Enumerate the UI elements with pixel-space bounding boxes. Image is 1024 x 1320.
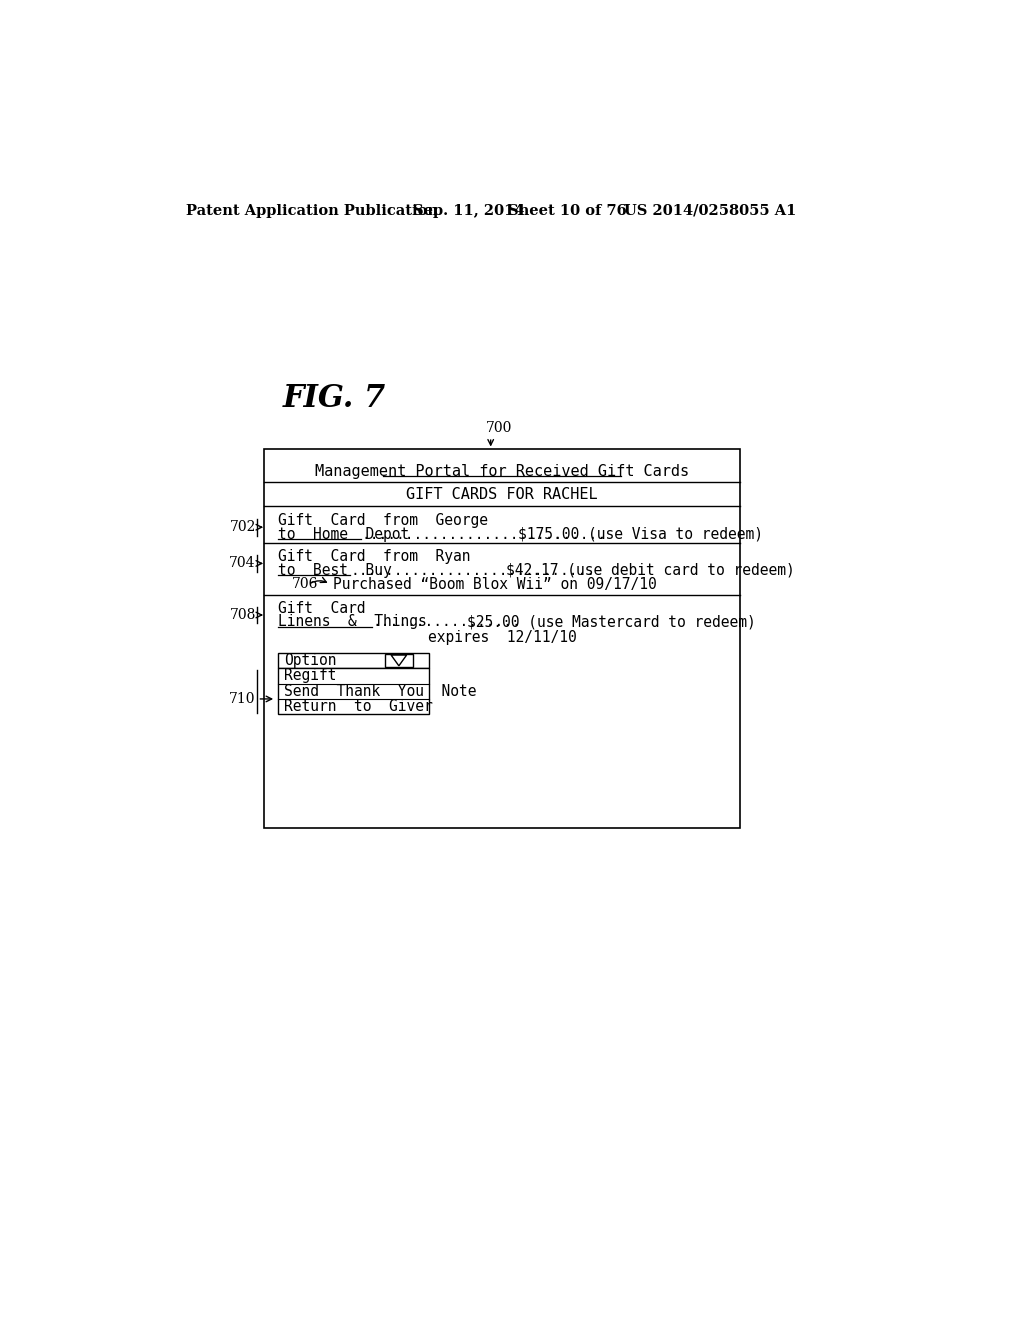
Text: $42.17 (use debit card to redeem): $42.17 (use debit card to redeem) [506,562,795,578]
Text: Send  Thank  You  Note: Send Thank You Note [284,684,476,698]
Text: Management Portal for Received Gift Cards: Management Portal for Received Gift Card… [314,463,689,479]
Text: 710: 710 [229,692,256,706]
Text: $175.00 (use Visa to redeem): $175.00 (use Visa to redeem) [517,527,763,541]
Text: Return  to  Giver: Return to Giver [284,700,432,714]
Text: 708: 708 [229,609,256,622]
Text: GIFT CARDS FOR RACHEL: GIFT CARDS FOR RACHEL [407,487,598,503]
Text: ............................: ............................ [361,527,606,541]
Text: Purchased “Boom Blox Wii” on 09/17/10: Purchased “Boom Blox Wii” on 09/17/10 [334,577,657,591]
Bar [278,668,429,714]
Text: 706: 706 [292,577,317,591]
Text: ............................: ............................ [350,562,595,578]
Text: Gift  Card  from  Ryan: Gift Card from Ryan [278,549,470,564]
Bar [385,655,414,667]
Text: Gift  Card: Gift Card [278,601,366,615]
Polygon shape [391,655,407,665]
Text: US 2014/0258055 A1: US 2014/0258055 A1 [624,203,797,218]
Text: $25.00 (use Mastercard to redeem): $25.00 (use Mastercard to redeem) [467,614,756,630]
Text: expires  12/11/10: expires 12/11/10 [428,630,577,645]
Bar [278,653,429,668]
Text: 700: 700 [486,421,512,434]
Text: Linens  &  Things: Linens & Things [278,614,426,630]
Text: Sheet 10 of 76: Sheet 10 of 76 [508,203,627,218]
Text: Regift: Regift [284,668,336,684]
Text: Patent Application Publication: Patent Application Publication [186,203,438,218]
Text: FIG. 7: FIG. 7 [283,383,386,414]
Bar [263,449,740,829]
Text: .................: ................. [373,614,521,630]
Text: Gift  Card  from  George: Gift Card from George [278,512,487,528]
Text: to  Best  Buy: to Best Buy [278,562,391,578]
Text: Option: Option [284,653,336,668]
Text: Sep. 11, 2014: Sep. 11, 2014 [414,203,524,218]
Text: to  Home  Depot: to Home Depot [278,527,409,541]
Text: 702: 702 [229,520,256,535]
Text: 704: 704 [229,557,256,570]
